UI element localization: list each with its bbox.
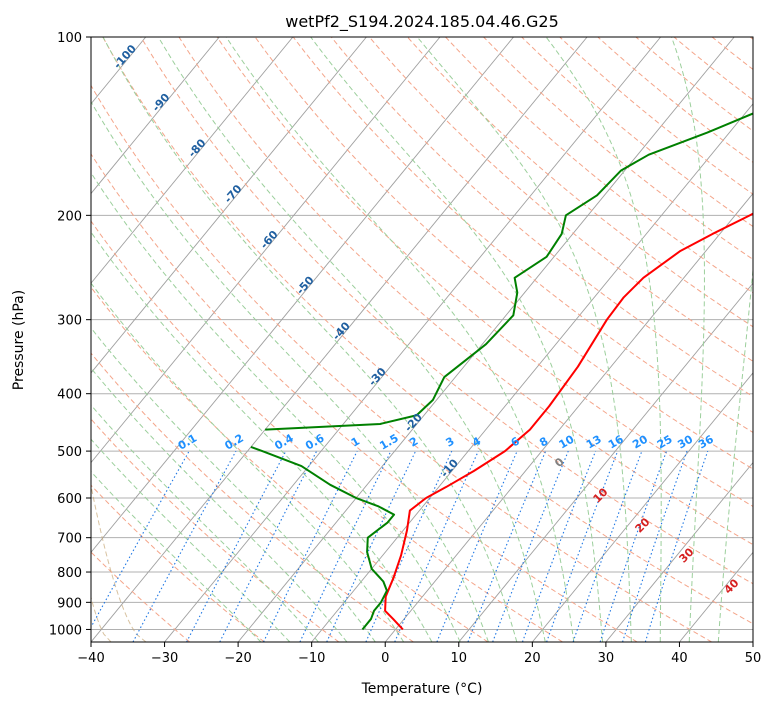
moist-adiabat-line <box>310 37 604 642</box>
y-tick-label: 800 <box>57 566 82 581</box>
mixing-ratio-line <box>365 450 453 642</box>
isotherm-line <box>311 103 753 642</box>
mixing-ratio-line <box>299 450 392 642</box>
moist-adiabat-line <box>416 37 632 642</box>
moist-adiabat-line <box>102 37 518 642</box>
mixing-ratio-line <box>132 450 237 642</box>
dry-adiabat-line <box>91 84 713 642</box>
moist-adiabat-line <box>91 100 489 642</box>
x-axis-title: Temperature (°C) <box>361 681 483 697</box>
moist-adiabat-line <box>91 171 461 642</box>
x-tick-label: 50 <box>745 651 762 666</box>
dry-adiabat-line <box>91 484 265 642</box>
moist-adiabat-line <box>91 282 405 642</box>
isotherm-line <box>458 282 753 642</box>
moist-adiabat-line <box>91 231 433 642</box>
chart-title: wetPf2_S194.2024.185.04.46.G25 <box>285 12 559 32</box>
moist-adiabat-line <box>545 37 662 642</box>
moist-adiabat-line <box>91 404 319 642</box>
temperature-profile-line <box>384 212 753 631</box>
isotherm-line <box>531 372 753 642</box>
y-tick-label: 700 <box>57 532 82 547</box>
plot-frame <box>90 36 754 643</box>
x-tick-label: 30 <box>598 651 615 666</box>
plot-area <box>91 37 753 642</box>
x-tick-label: 40 <box>671 651 688 666</box>
dry-adiabat-line <box>140 37 753 585</box>
dry-adiabat-line <box>445 37 753 294</box>
x-tick-label: −40 <box>77 651 104 666</box>
isotherm-line <box>91 37 588 642</box>
mixing-ratio-line <box>622 450 688 642</box>
mixing-ratio-line <box>572 450 643 642</box>
mixing-ratio-line <box>91 450 190 629</box>
isotherm-line <box>91 37 367 374</box>
y-tick-label: 600 <box>57 492 82 507</box>
dry-adiabat-line <box>254 37 753 470</box>
dry-adiabat-line <box>368 37 753 362</box>
mixing-ratio-line <box>599 450 668 642</box>
dry-adiabat-line <box>216 37 753 508</box>
axes: −40 −30 −20 −10 0 10 20 30 40 50 100 200 300 400 500 60… <box>49 31 761 666</box>
isotherm-line <box>237 37 735 642</box>
dry-adiabat-line <box>91 220 563 642</box>
dry-adiabat-line <box>178 37 753 546</box>
mixing-ratio-line <box>644 450 709 642</box>
x-tick-label: −20 <box>224 651 251 666</box>
isotherm-line <box>91 37 220 195</box>
mixing-ratio-line <box>436 450 518 642</box>
y-tick-label: 1000 <box>49 623 82 638</box>
y-tick-label: 200 <box>57 209 82 224</box>
y-tick-label: 500 <box>57 445 82 460</box>
dry-adiabat-line <box>559 37 753 195</box>
dry-adiabat-line <box>407 37 753 328</box>
isotherm-line <box>605 461 753 642</box>
dry-adiabat-line <box>91 418 340 642</box>
x-tick-label: 0 <box>381 651 389 666</box>
isotherm-line <box>91 37 514 554</box>
y-axis-title: Pressure (hPa) <box>11 290 27 390</box>
isotherm-line <box>91 37 294 284</box>
x-tick-label: −30 <box>151 651 178 666</box>
moist-adiabat-line <box>91 327 376 642</box>
isotherm-line <box>91 37 441 464</box>
mixing-ratio-line <box>263 450 358 642</box>
mixing-ratio-line <box>326 450 417 642</box>
dewpoint-profile-line <box>265 112 753 431</box>
dry-adiabat-line <box>292 37 753 434</box>
x-tick-label: −10 <box>298 651 325 666</box>
moist-adiabat-line <box>91 438 291 642</box>
x-tick-label: 20 <box>524 651 541 666</box>
moist-adiabat-line <box>717 264 753 642</box>
y-tick-label: 900 <box>57 596 82 611</box>
x-tick-label: 10 <box>451 651 468 666</box>
dry-adiabat-line <box>91 153 638 642</box>
moist-adiabat-line <box>91 470 262 642</box>
dry-adiabat-line <box>521 37 753 228</box>
y-tick-label: 100 <box>57 31 82 46</box>
dry-adiabat-line <box>91 286 489 642</box>
moist-adiabat-line <box>671 37 705 642</box>
y-tick-label: 400 <box>57 388 82 403</box>
dry-adiabat-line <box>102 37 753 625</box>
isotherm-line <box>384 192 753 642</box>
y-tick-label: 300 <box>57 314 82 329</box>
moist-adiabat-line <box>225 37 575 642</box>
dry-adiabat-line <box>330 37 753 398</box>
isotherm-line <box>164 37 662 642</box>
dewpoint-profile-line <box>250 446 396 631</box>
moist-adiabat-line <box>157 37 546 642</box>
